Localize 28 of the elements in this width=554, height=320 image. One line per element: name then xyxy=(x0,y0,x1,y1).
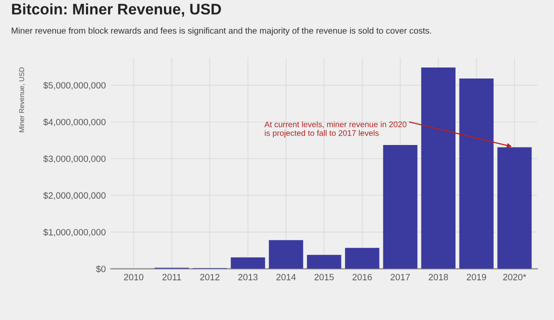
y-tick-label: $0 xyxy=(96,265,106,273)
x-tick-label: 2013 xyxy=(238,274,258,280)
chart-title: Bitcoin: Miner Revenue, USD xyxy=(12,3,221,17)
annotation: At current levels, miner revenue in 2020 is projected to fall to 2017 levels xyxy=(264,121,406,138)
y-tick-label: $2,000,000,000 xyxy=(43,192,106,200)
bar xyxy=(230,257,266,269)
y-tick-label: $1,000,000,000 xyxy=(43,228,106,236)
bar xyxy=(497,147,532,269)
bar xyxy=(345,248,380,269)
y-tick-label: $5,000,000,000 xyxy=(43,82,106,90)
y-tick-label: $4,000,000,000 xyxy=(43,118,106,126)
x-tick-label: 2020* xyxy=(503,274,526,280)
x-tick-label: 2015 xyxy=(314,274,334,280)
x-tick-label: 2014 xyxy=(276,274,296,280)
x-tick-label: 2019 xyxy=(466,274,486,280)
y-tick-label: $3,000,000,000 xyxy=(43,155,106,164)
x-tick-label: 2011 xyxy=(162,274,182,280)
bar xyxy=(421,68,456,269)
x-tick-label: 2012 xyxy=(200,274,220,280)
x-tick-label: 2018 xyxy=(428,274,448,280)
chart-subtitle: Miner revenue from block rewards and fees is significant and the majority of the revenue is sold to cover costs. xyxy=(12,27,431,36)
bar xyxy=(306,254,342,269)
x-tick-label: 2017 xyxy=(390,274,410,280)
bar xyxy=(268,240,304,269)
bar xyxy=(383,145,418,269)
bar xyxy=(459,78,494,269)
x-tick-label: 2016 xyxy=(352,274,372,280)
x-tick-label: 2010 xyxy=(124,274,144,280)
